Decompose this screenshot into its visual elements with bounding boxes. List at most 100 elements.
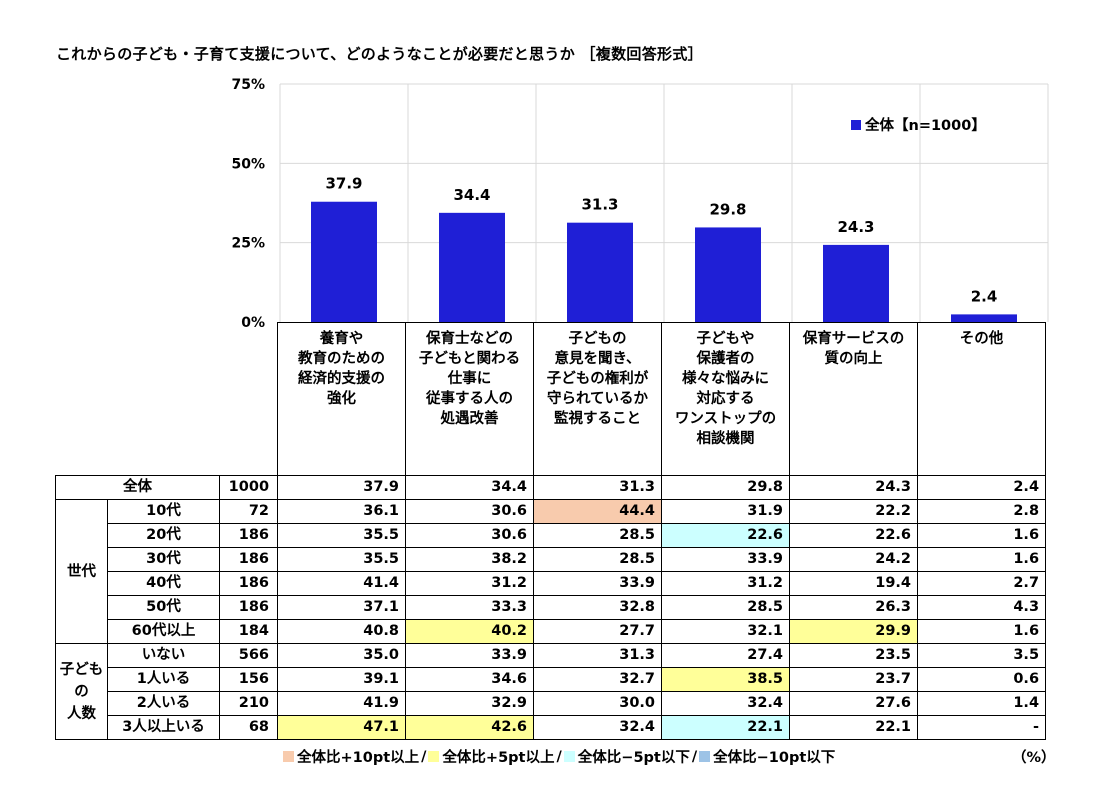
table-cell: 27.4 bbox=[661, 643, 791, 668]
table-cell: 27.6 bbox=[789, 691, 919, 716]
highlight-legend-label: 全体比−10pt以下 bbox=[713, 750, 836, 766]
chart-legend: 全体【n=1000】 bbox=[851, 116, 986, 134]
value-labels: 37.9 34.4 31.3 29.8 24.3 2.4 bbox=[325, 175, 997, 306]
bar bbox=[439, 212, 505, 322]
table-cell: 35.0 bbox=[277, 643, 407, 668]
table-cell: 28.5 bbox=[533, 523, 663, 548]
table-cell: 35.5 bbox=[277, 547, 407, 572]
table-cell: 29.8 bbox=[661, 475, 791, 500]
table-cell: 26.3 bbox=[789, 595, 919, 620]
bar-value-label: 24.3 bbox=[837, 218, 874, 236]
table-cell: 44.4 bbox=[533, 499, 663, 524]
data-table: 養育や 教育のための 経済的支援の 強化 保育士などの 子どもと関わる 仕事に 従事する人の処… bbox=[55, 322, 1047, 740]
y-tick-label: 25% bbox=[231, 236, 265, 252]
highlight-legend-item: 全体比+5pt以上 bbox=[428, 746, 555, 767]
table-cell: 4.3 bbox=[917, 595, 1047, 620]
table-cell: 32.4 bbox=[533, 715, 663, 740]
highlight-swatch bbox=[563, 751, 575, 762]
table-cell: 1.6 bbox=[917, 547, 1047, 572]
table-cell: 32.7 bbox=[533, 667, 663, 692]
table-cell: 1.4 bbox=[917, 691, 1047, 716]
row-label: 40代 bbox=[107, 571, 220, 596]
legend-swatch bbox=[851, 120, 861, 130]
legend-separator: / bbox=[421, 748, 427, 765]
group-label: 子どもの人数 bbox=[55, 643, 108, 740]
table-cell: 22.6 bbox=[661, 523, 791, 548]
highlight-legend: 全体比+10pt以上 / 全体比+5pt以上 / 全体比−5pt以下 / 全体比−10pt以… bbox=[283, 746, 835, 767]
table-cell: 36.1 bbox=[277, 499, 407, 524]
highlight-legend-label: 全体比+5pt以上 bbox=[442, 750, 555, 766]
table-cell: 40.2 bbox=[405, 619, 535, 644]
row-n: 186 bbox=[218, 595, 279, 620]
table-cell: 22.1 bbox=[789, 715, 919, 740]
table-cell: 32.8 bbox=[533, 595, 663, 620]
row-label: 10代 bbox=[107, 499, 220, 524]
highlight-legend-item: 全体比−5pt以下 bbox=[563, 746, 690, 767]
table-cell: 31.3 bbox=[533, 475, 663, 500]
table-corner bbox=[55, 322, 278, 476]
bar bbox=[311, 201, 377, 322]
unit-label: （%） bbox=[1012, 750, 1056, 766]
table-cell: 37.1 bbox=[277, 595, 407, 620]
group-label: 世代 bbox=[55, 499, 108, 644]
category-header: 保育士などの 子どもと関わる 仕事に 従事する人の 処遇改善 bbox=[405, 322, 535, 476]
chart-grid bbox=[279, 83, 1049, 322]
table-cell: 34.4 bbox=[405, 475, 535, 500]
total-row-n: 1000 bbox=[218, 475, 279, 500]
table-cell: 28.5 bbox=[661, 595, 791, 620]
table-cell: 39.1 bbox=[277, 667, 407, 692]
row-n: 184 bbox=[218, 619, 279, 644]
table-cell: 31.3 bbox=[533, 643, 663, 668]
row-label: 50代 bbox=[107, 595, 220, 620]
table-cell: 47.1 bbox=[277, 715, 407, 740]
table-cell: 24.3 bbox=[789, 475, 919, 500]
legend-label: 全体【n=1000】 bbox=[864, 116, 986, 134]
category-header: 子どもの 意見を聞き、 子どもの権利が 守られているか 監視すること bbox=[533, 322, 663, 476]
bar-value-label: 31.3 bbox=[581, 196, 618, 214]
row-label: 30代 bbox=[107, 547, 220, 572]
bar-value-label: 29.8 bbox=[709, 200, 746, 218]
y-axis-ticks: 75%50%25%0% bbox=[231, 77, 265, 330]
highlight-legend-label: 全体比−5pt以下 bbox=[577, 750, 690, 766]
table-cell: 23.5 bbox=[789, 643, 919, 668]
table-cell: 32.4 bbox=[661, 691, 791, 716]
row-label: 2人いる bbox=[107, 691, 220, 716]
row-n: 72 bbox=[218, 499, 279, 524]
category-header: 養育や 教育のための 経済的支援の 強化 bbox=[277, 322, 407, 476]
table-cell: 33.9 bbox=[661, 547, 791, 572]
table-cell: 24.2 bbox=[789, 547, 919, 572]
bar-value-label: 34.4 bbox=[453, 186, 490, 204]
row-label: 60代以上 bbox=[107, 619, 220, 644]
table-cell: 19.4 bbox=[789, 571, 919, 596]
table-cell: 29.9 bbox=[789, 619, 919, 644]
bar bbox=[567, 222, 633, 322]
highlight-legend-label: 全体比+10pt以上 bbox=[297, 750, 420, 766]
table-cell: - bbox=[917, 715, 1047, 740]
bar bbox=[823, 244, 889, 322]
row-n: 186 bbox=[218, 571, 279, 596]
row-n: 566 bbox=[218, 643, 279, 668]
bar-chart: 75%50%25%0% 37.934.431.3 29.824.32.4 全体【n… bbox=[231, 77, 1049, 330]
row-n: 156 bbox=[218, 667, 279, 692]
table-cell: 38.5 bbox=[661, 667, 791, 692]
table-cell: 40.8 bbox=[277, 619, 407, 644]
legend-separator: / bbox=[691, 748, 698, 765]
row-n: 210 bbox=[218, 691, 279, 716]
table-cell: 22.6 bbox=[789, 523, 919, 548]
table-cell: 27.7 bbox=[533, 619, 663, 644]
category-header: 保育サービスの 質の向上 bbox=[789, 322, 919, 476]
table-cell: 23.7 bbox=[789, 667, 919, 692]
highlight-swatch bbox=[699, 751, 711, 762]
highlight-legend-item: 全体比+10pt以上 bbox=[283, 746, 419, 767]
table-cell: 2.8 bbox=[917, 499, 1047, 524]
table-cell: 38.2 bbox=[405, 547, 535, 572]
table-cell: 33.9 bbox=[405, 643, 535, 668]
table-cell: 33.3 bbox=[405, 595, 535, 620]
chart-bars bbox=[311, 201, 1017, 322]
category-header: 子どもや 保護者の 様々な悩みに 対応する ワンストップの 相談機関 bbox=[661, 322, 791, 476]
table-cell: 34.6 bbox=[405, 667, 535, 692]
chart-title: これからの子ども・子育て支援について、どのようなことが必要だと思うか ［複数回答… bbox=[56, 45, 703, 63]
total-row-label: 全体 bbox=[55, 475, 220, 500]
table-cell: 0.6 bbox=[917, 667, 1047, 692]
row-label: 1人いる bbox=[107, 667, 220, 692]
